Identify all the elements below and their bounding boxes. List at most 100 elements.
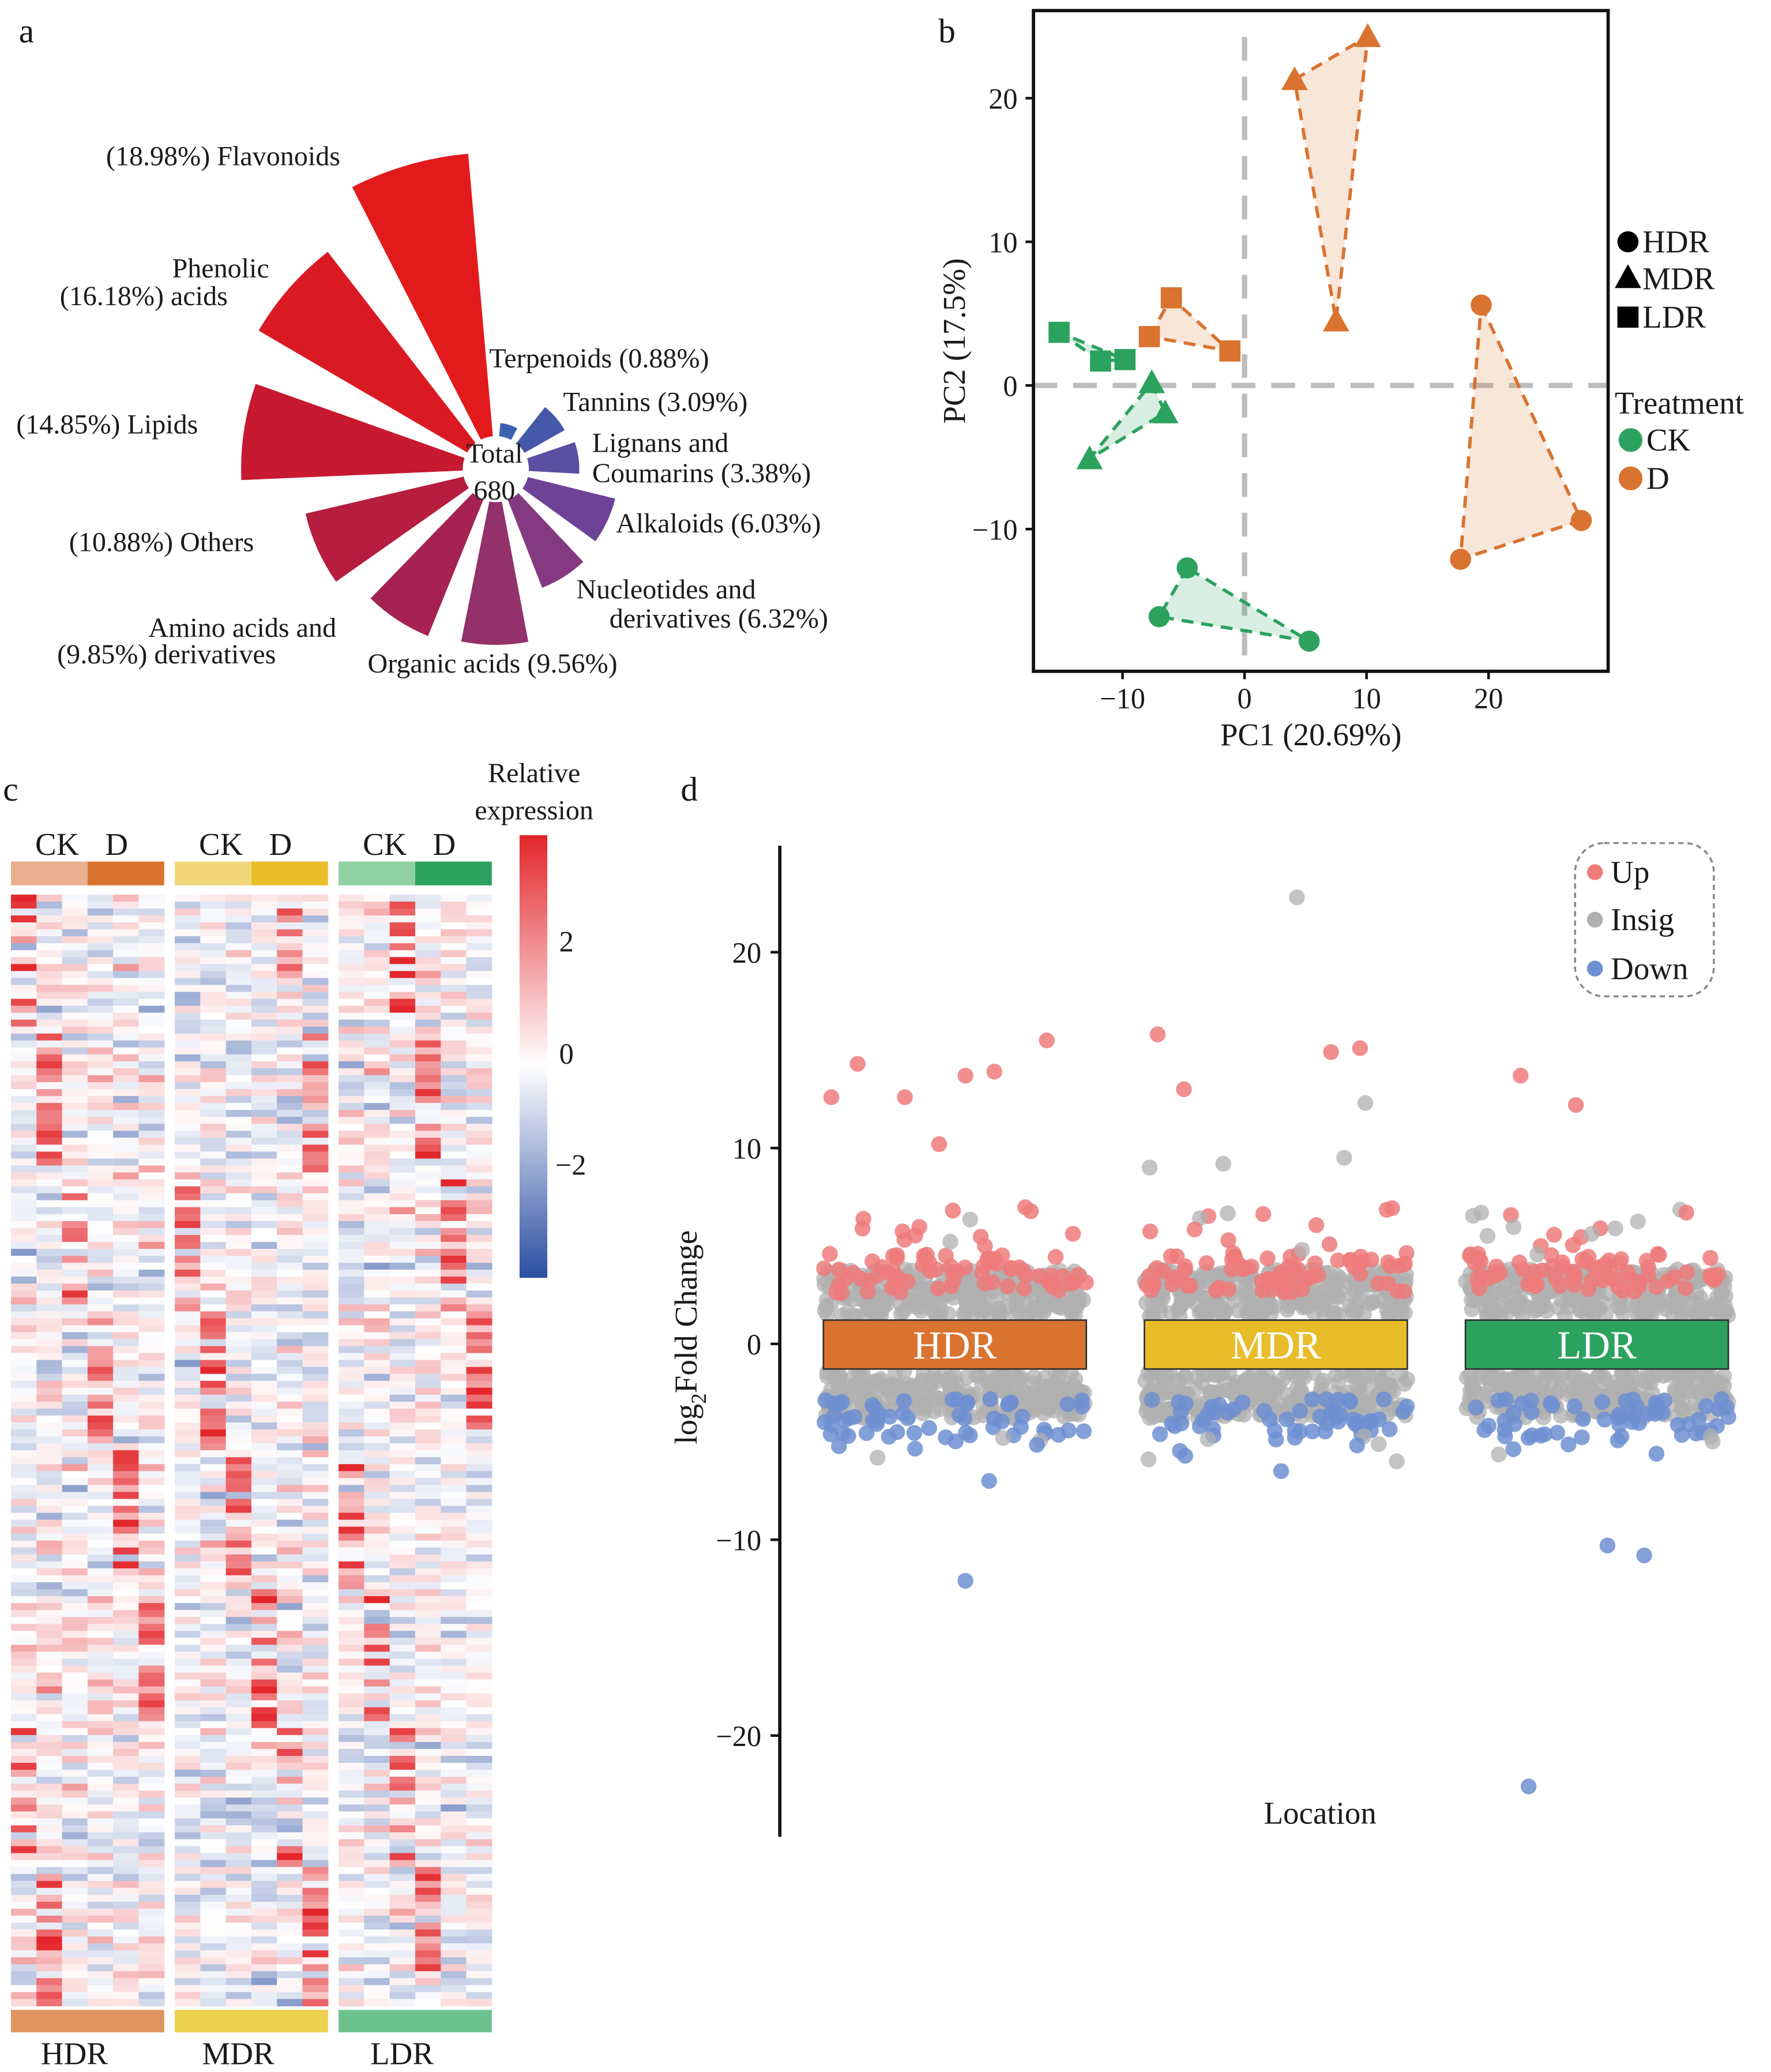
point-up (1631, 1278, 1647, 1294)
heatmap-cell (36, 1554, 63, 1562)
heatmap-cell (200, 1089, 227, 1097)
heatmap-cell (138, 908, 165, 916)
heatmap-cell (200, 1735, 227, 1743)
center-label-total: Total (466, 438, 522, 469)
heatmap-cell (87, 1658, 114, 1666)
heatmap-cell (251, 1012, 277, 1020)
heatmap-cell (389, 1256, 416, 1263)
heatmap-cell (113, 1263, 140, 1270)
heatmap-cell (415, 1304, 441, 1312)
heatmap-cell (62, 1367, 88, 1375)
point-up (860, 1273, 877, 1289)
heatmap-cell (138, 1957, 165, 1965)
heatmap-cell (389, 1290, 416, 1298)
heatmap-cell (466, 894, 492, 902)
heatmap-cell (339, 1144, 365, 1153)
heatmap-cell (87, 1707, 114, 1715)
heatmap-cell (302, 1825, 329, 1833)
heatmap-cell (175, 964, 201, 972)
heatmap-cell (339, 1186, 365, 1194)
heatmap-cell (364, 1797, 390, 1805)
heatmap-cell (10, 1825, 37, 1833)
heatmap-cell (251, 1631, 277, 1638)
heatmap-cell (36, 1603, 63, 1611)
heatmap-cell (225, 1707, 252, 1715)
heatmap-cell (277, 1117, 303, 1124)
heatmap-cell (62, 1777, 88, 1784)
heatmap-cell (113, 1408, 140, 1416)
heatmap-cell (113, 1853, 140, 1861)
heatmap-cell (200, 1651, 227, 1660)
point-down (1279, 1411, 1295, 1428)
heatmap-cell (389, 1971, 416, 1979)
heatmap-cell (87, 1221, 114, 1229)
heatmap-cell (302, 1277, 329, 1284)
heatmap-cell (441, 1631, 467, 1638)
point-D-LDR (1160, 287, 1182, 309)
heatmap-cell (415, 1554, 441, 1562)
heatmap-cell (200, 985, 227, 993)
heatmap-cell (87, 992, 114, 1000)
point-down (907, 1440, 923, 1457)
heatmap-cell (251, 1019, 277, 1027)
heatmap-cell (277, 1936, 303, 1944)
heatmap-cell (87, 901, 114, 909)
heatmap-cell (339, 1568, 365, 1576)
heatmap-cell (364, 915, 390, 923)
heatmap-cell (466, 1631, 492, 1638)
heatmap-cell (251, 1082, 277, 1090)
point-insig (1200, 1431, 1216, 1447)
heatmap-cell (113, 1707, 140, 1715)
heatmap-cell (364, 1047, 390, 1055)
heatmap-cell (277, 1353, 303, 1361)
heatmap-cell (277, 1804, 303, 1812)
point-insig (1365, 1294, 1382, 1311)
heatmap-cell (138, 1679, 165, 1687)
heatmap-cell (62, 1874, 88, 1882)
heatmap-cell (277, 950, 303, 958)
heatmap-cell (466, 1686, 492, 1694)
heatmap-cell (10, 1318, 37, 1326)
heatmap-cell (302, 1603, 329, 1611)
point-insig (840, 1304, 856, 1320)
heatmap-cell (277, 1978, 303, 1986)
heatmap-cell (415, 1540, 441, 1548)
point-CK-MDR (1152, 399, 1179, 423)
heatmap-cell (225, 1346, 252, 1354)
heatmap-cell (10, 943, 37, 951)
heatmap-cell (36, 1804, 63, 1812)
heatmap-cell (36, 1096, 63, 1103)
point-down (1261, 1411, 1278, 1428)
heatmap-cell (225, 1554, 252, 1562)
heatmap-cell (138, 1999, 165, 2007)
heatmap-cell (113, 1526, 140, 1534)
heatmap-cell (389, 1492, 416, 1500)
heatmap-cell (113, 1540, 140, 1548)
heatmap-cell (62, 1853, 88, 1861)
heatmap-cell (138, 1186, 165, 1194)
x-tick-label: 0 (1237, 682, 1251, 715)
heatmap-cell (302, 1339, 329, 1347)
heatmap-cell (251, 1457, 277, 1465)
heatmap-cell (302, 1853, 329, 1861)
heatmap-cell (302, 1485, 329, 1493)
point-insig (1329, 1268, 1346, 1284)
heatmap-cell (36, 1200, 63, 1208)
heatmap-cell (36, 1068, 63, 1076)
heatmap-cell (302, 1138, 329, 1146)
heatmap-cell (62, 1533, 88, 1541)
heatmap-cell (225, 1853, 252, 1861)
heatmap-cell (389, 1179, 416, 1187)
heatmap-cell (364, 1464, 390, 1472)
heatmap-cell (87, 1270, 114, 1277)
heatmap-cell (339, 1894, 365, 1902)
heatmap-cell (415, 1068, 441, 1076)
heatmap-cell (339, 1394, 365, 1402)
heatmap-cell (364, 1645, 390, 1653)
point-up (894, 1223, 911, 1240)
heatmap-cell (441, 1700, 467, 1708)
heatmap-cell (441, 1019, 467, 1027)
point-up (1054, 1268, 1071, 1285)
heatmap-cell (138, 1804, 165, 1812)
heatmap-cell (441, 1936, 467, 1944)
